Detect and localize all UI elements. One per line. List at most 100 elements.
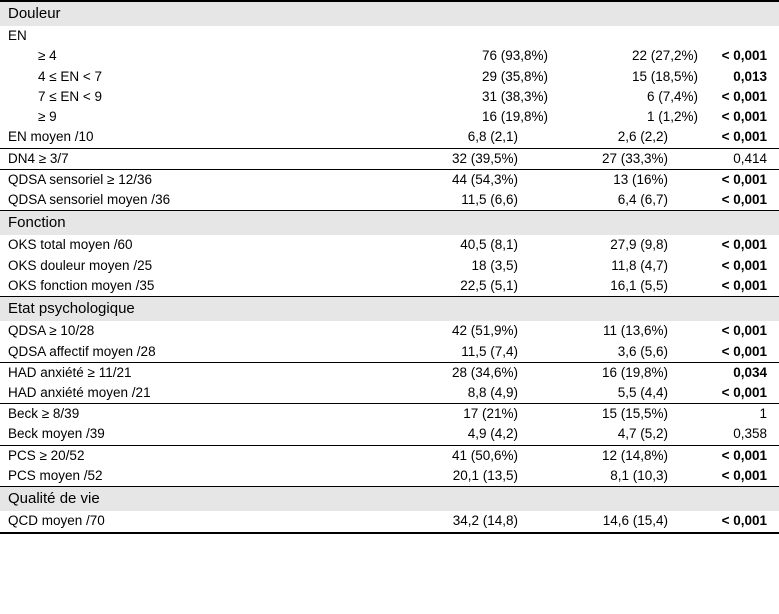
row-label: PCS moyen /52 [8,467,348,485]
row-label: QDSA ≥ 10/28 [8,322,348,340]
value-col-1: 32 (39,5%) [348,150,518,168]
value-col-2: 3,6 (5,6) [518,343,668,361]
value-col-1: 16 (19,8%) [378,108,548,126]
value-col-2: 12 (14,8%) [518,447,668,465]
value-col-1: 17 (21%) [348,405,518,423]
row-label: EN [8,27,348,45]
table-row: OKS total moyen /6040,5 (8,1)27,9 (9,8)<… [0,235,779,255]
row-label: HAD anxiété moyen /21 [8,384,348,402]
table-row: 4 ≤ EN < 729 (35,8%)15 (18,5%)0,013 [0,67,779,87]
table-row: QDSA sensoriel moyen /3611,5 (6,6)6,4 (6… [0,190,779,210]
table-row: QDSA affectif moyen /2811,5 (7,4)3,6 (5,… [0,342,779,362]
row-label: ≥ 9 [8,108,378,126]
row-label: Beck ≥ 8/39 [8,405,348,423]
p-value: < 0,001 [668,384,771,402]
table-row: PCS ≥ 20/5241 (50,6%)12 (14,8%)< 0,001 [0,445,779,466]
table-row: QCD moyen /7034,2 (14,8)14,6 (15,4)< 0,0… [0,511,779,531]
table-row: DN4 ≥ 3/732 (39,5%)27 (33,3%)0,414 [0,148,779,169]
table-row: OKS fonction moyen /3522,5 (5,1)16,1 (5,… [0,276,779,296]
value-col-2: 11 (13,6%) [518,322,668,340]
p-value: < 0,001 [668,171,771,189]
table-row: QDSA sensoriel ≥ 12/3644 (54,3%)13 (16%)… [0,169,779,190]
table-row: Beck moyen /394,9 (4,2)4,7 (5,2)0,358 [0,424,779,444]
value-col-1: 11,5 (6,6) [348,191,518,209]
value-col-2: 8,1 (10,3) [518,467,668,485]
section-header: Etat psychologique [0,296,779,321]
p-value: 0,414 [668,150,771,168]
p-value: < 0,001 [668,343,771,361]
value-col-1: 8,8 (4,9) [348,384,518,402]
value-col-1: 6,8 (2,1) [348,128,518,146]
table-row: ≥ 916 (19,8%)1 (1,2%)< 0,001 [0,107,779,127]
table-row: ≥ 476 (93,8%)22 (27,2%)< 0,001 [0,46,779,66]
p-value: < 0,001 [668,322,771,340]
value-col-2: 27 (33,3%) [518,150,668,168]
value-col-2: 6,4 (6,7) [518,191,668,209]
section-header: Fonction [0,210,779,235]
row-label: Beck moyen /39 [8,425,348,443]
row-label: EN moyen /10 [8,128,348,146]
table-row: 7 ≤ EN < 931 (38,3%)6 (7,4%)< 0,001 [0,87,779,107]
p-value: 0,358 [668,425,771,443]
value-col-1: 42 (51,9%) [348,322,518,340]
p-value: < 0,001 [698,108,771,126]
value-col-1: 31 (38,3%) [378,88,548,106]
row-label: OKS fonction moyen /35 [8,277,348,295]
row-label: QCD moyen /70 [8,512,348,530]
p-value: < 0,001 [668,128,771,146]
table-row: Beck ≥ 8/3917 (21%)15 (15,5%)1 [0,403,779,424]
value-col-1: 20,1 (13,5) [348,467,518,485]
value-col-2: 16 (19,8%) [518,364,668,382]
value-col-1: 29 (35,8%) [378,68,548,86]
row-label: ≥ 4 [8,47,378,65]
row-label: 4 ≤ EN < 7 [8,68,378,86]
p-value: 1 [668,405,771,423]
p-value: < 0,001 [668,277,771,295]
p-value: 0,013 [698,68,771,86]
p-value: 0,034 [668,364,771,382]
value-col-1: 18 (3,5) [348,257,518,275]
section-header: Qualité de vie [0,486,779,511]
row-label: OKS douleur moyen /25 [8,257,348,275]
value-col-2: 14,6 (15,4) [518,512,668,530]
value-col-2: 15 (15,5%) [518,405,668,423]
value-col-2: 16,1 (5,5) [518,277,668,295]
value-col-1: 34,2 (14,8) [348,512,518,530]
table-row: PCS moyen /5220,1 (13,5)8,1 (10,3)< 0,00… [0,466,779,486]
row-label: 7 ≤ EN < 9 [8,88,378,106]
value-col-1: 22,5 (5,1) [348,277,518,295]
value-col-2: 5,5 (4,4) [518,384,668,402]
table-row: EN [0,26,779,46]
section-title: Douleur [8,4,348,24]
section-title: Etat psychologique [8,299,348,319]
value-col-1: 28 (34,6%) [348,364,518,382]
p-value: < 0,001 [698,88,771,106]
section-title: Fonction [8,213,348,233]
value-col-2: 27,9 (9,8) [518,236,668,254]
table-row: OKS douleur moyen /2518 (3,5)11,8 (4,7)<… [0,256,779,276]
p-value: < 0,001 [668,467,771,485]
p-value: < 0,001 [668,447,771,465]
table-row: HAD anxiété moyen /218,8 (4,9)5,5 (4,4)<… [0,383,779,403]
results-table: DouleurEN≥ 476 (93,8%)22 (27,2%)< 0,0014… [0,0,779,534]
value-col-1: 40,5 (8,1) [348,236,518,254]
p-value: < 0,001 [668,191,771,209]
row-label: QDSA sensoriel ≥ 12/36 [8,171,348,189]
row-label: OKS total moyen /60 [8,236,348,254]
p-value: < 0,001 [698,47,771,65]
value-col-2: 1 (1,2%) [548,108,698,126]
row-label: DN4 ≥ 3/7 [8,150,348,168]
value-col-2: 11,8 (4,7) [518,257,668,275]
value-col-2: 4,7 (5,2) [518,425,668,443]
value-col-1: 4,9 (4,2) [348,425,518,443]
value-col-2: 6 (7,4%) [548,88,698,106]
row-label: HAD anxiété ≥ 11/21 [8,364,348,382]
value-col-2: 22 (27,2%) [548,47,698,65]
section-header: Douleur [0,2,779,26]
section-title: Qualité de vie [8,489,348,509]
table-row: HAD anxiété ≥ 11/2128 (34,6%)16 (19,8%)0… [0,362,779,383]
value-col-1: 44 (54,3%) [348,171,518,189]
value-col-2: 13 (16%) [518,171,668,189]
table-row: EN moyen /106,8 (2,1)2,6 (2,2)< 0,001 [0,127,779,147]
p-value: < 0,001 [668,512,771,530]
